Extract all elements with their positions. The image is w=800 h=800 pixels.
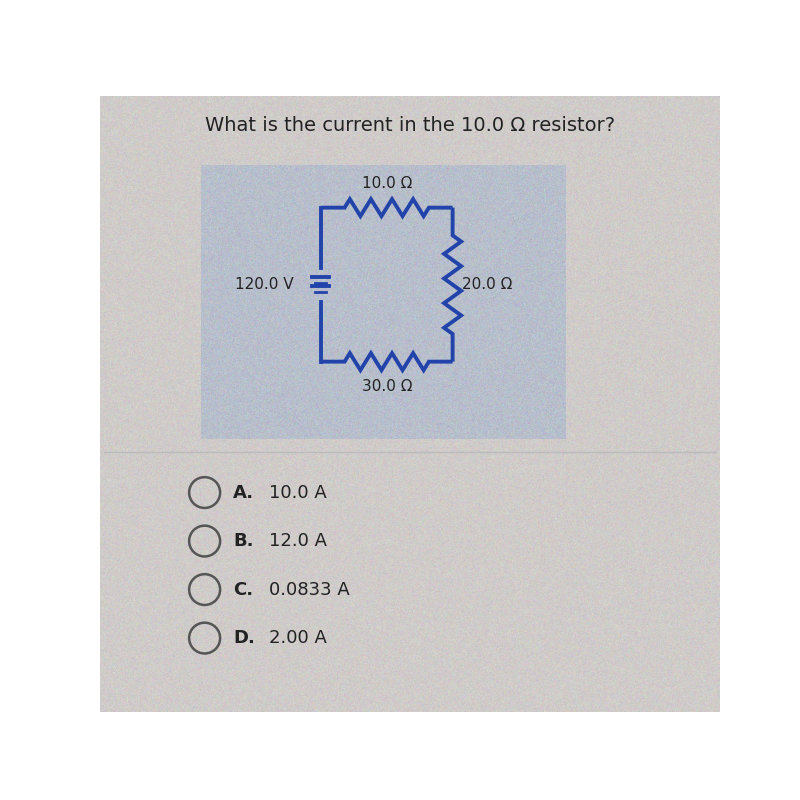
Text: 0.0833 A: 0.0833 A [269,581,350,598]
Text: 30.0 Ω: 30.0 Ω [362,378,412,394]
Text: 12.0 A: 12.0 A [269,532,327,550]
Text: 10.0 A: 10.0 A [269,483,326,502]
Text: 10.0 Ω: 10.0 Ω [362,176,412,190]
Text: B.: B. [234,532,254,550]
Text: 120.0 V: 120.0 V [235,277,294,292]
Text: 2.00 A: 2.00 A [269,629,327,647]
Text: D.: D. [234,629,255,647]
Text: A.: A. [234,483,254,502]
Text: 20.0 Ω: 20.0 Ω [462,277,512,292]
Text: What is the current in the 10.0 Ω resistor?: What is the current in the 10.0 Ω resist… [205,116,615,134]
Text: C.: C. [234,581,254,598]
